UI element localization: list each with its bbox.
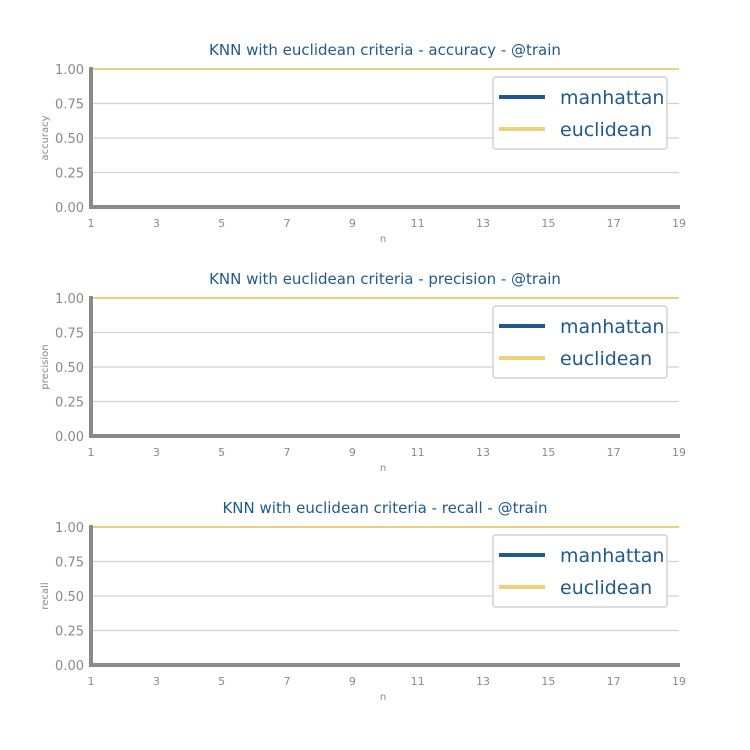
x-tick-label: 9 [349,675,356,688]
x-tick-label: 13 [476,675,490,688]
chart-title: KNN with euclidean criteria - precision … [209,270,561,288]
y-tick-label: 1.00 [55,521,84,536]
chart-panel: KNN with euclidean criteria - precision … [40,270,686,474]
y-tick-label: 1.00 [55,292,84,307]
x-tick-label: 13 [476,217,490,230]
legend-label-manhattan: manhattan [560,316,664,338]
y-tick-label: 0.00 [55,201,84,216]
x-tick-label: 9 [349,446,356,459]
legend-label-euclidean: euclidean [560,348,652,370]
x-tick-label: 15 [541,446,555,459]
y-tick-label: 0.75 [55,327,84,342]
x-axis-label: n [380,234,386,245]
x-tick-label: 1 [88,217,95,230]
y-tick-label: 0.75 [55,98,84,113]
x-tick-label: 3 [153,446,160,459]
x-tick-label: 15 [541,217,555,230]
y-tick-label: 0.50 [55,361,84,376]
x-tick-label: 19 [672,446,686,459]
x-tick-label: 17 [607,675,621,688]
x-tick-label: 9 [349,217,356,230]
x-tick-label: 7 [284,217,291,230]
x-tick-label: 5 [218,217,225,230]
x-tick-label: 5 [218,675,225,688]
x-tick-label: 7 [284,446,291,459]
x-tick-label: 13 [476,446,490,459]
x-tick-label: 1 [88,446,95,459]
legend: manhattan euclidean [492,534,668,608]
chart-title: KNN with euclidean criteria - recall - @… [222,499,547,517]
x-axis-label: n [380,463,386,474]
x-tick-label: 11 [411,446,425,459]
y-tick-label: 0.00 [55,659,84,674]
y-tick-label: 0.75 [55,556,84,571]
x-axis-label: n [380,692,386,703]
legend-label-manhattan: manhattan [560,545,664,567]
x-tick-label: 3 [153,675,160,688]
x-tick-label: 17 [607,217,621,230]
x-tick-label: 11 [411,217,425,230]
y-tick-label: 0.25 [55,396,84,411]
y-tick-label: 1.00 [55,63,84,78]
x-tick-label: 19 [672,217,686,230]
x-tick-label: 5 [218,446,225,459]
y-tick-label: 0.50 [55,132,84,147]
legend: manhattan euclidean [492,76,668,150]
legend-label-manhattan: manhattan [560,87,664,109]
y-tick-label: 0.25 [55,167,84,182]
y-tick-label: 0.25 [55,625,84,640]
chart-panel: KNN with euclidean criteria - accuracy -… [40,41,686,245]
y-tick-label: 0.50 [55,590,84,605]
x-tick-label: 1 [88,675,95,688]
chart-panel: KNN with euclidean criteria - recall - @… [40,499,686,703]
legend: manhattan euclidean [492,305,668,379]
y-axis-label: accuracy [40,115,51,160]
y-axis-label: recall [40,582,51,609]
chart-title: KNN with euclidean criteria - accuracy -… [209,41,561,59]
x-tick-label: 7 [284,675,291,688]
x-tick-label: 15 [541,675,555,688]
x-tick-label: 19 [672,675,686,688]
x-tick-label: 17 [607,446,621,459]
legend-label-euclidean: euclidean [560,577,652,599]
x-tick-label: 11 [411,675,425,688]
legend-label-euclidean: euclidean [560,119,652,141]
y-tick-label: 0.00 [55,430,84,445]
x-tick-label: 3 [153,217,160,230]
y-axis-label: precision [40,344,51,389]
